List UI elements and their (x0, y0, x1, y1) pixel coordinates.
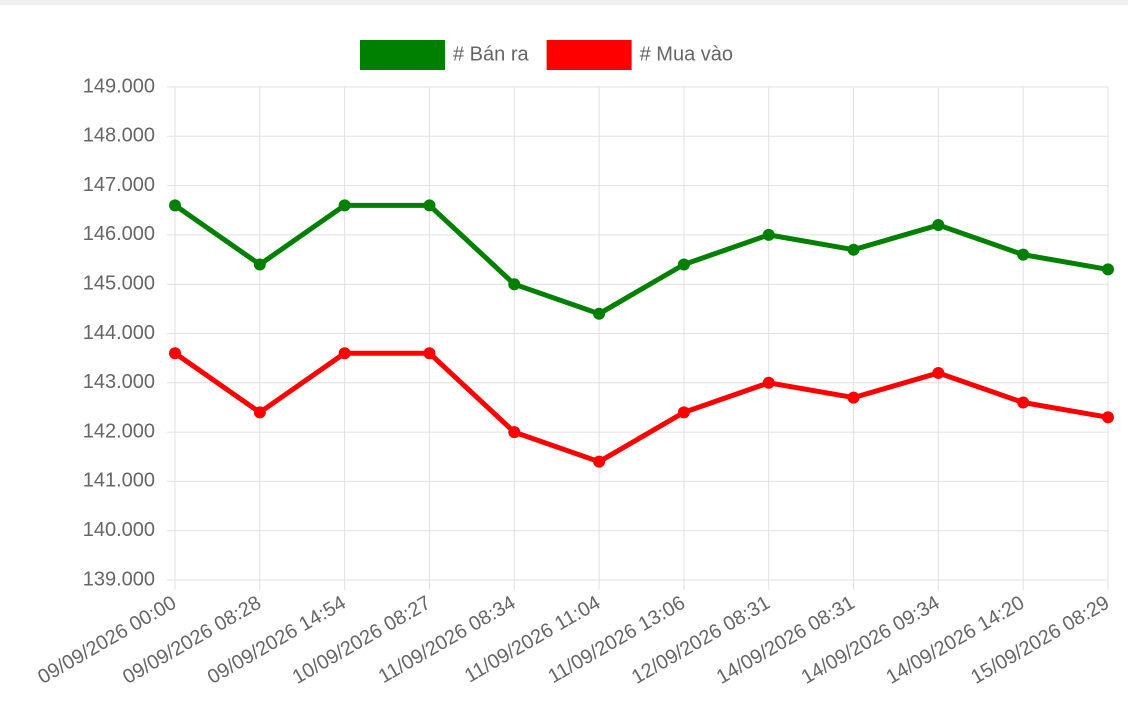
data-point (423, 347, 436, 360)
y-tick-label: 142.000 (83, 420, 155, 442)
data-point (338, 347, 351, 360)
y-tick-label: 146.000 (83, 223, 155, 245)
legend-swatch (360, 40, 445, 70)
y-tick-label: 148.000 (83, 125, 155, 147)
data-point (677, 406, 690, 419)
data-point (932, 366, 945, 379)
data-point (508, 426, 521, 439)
series-line (173, 202, 1109, 317)
data-point (169, 347, 181, 360)
legend-swatch (546, 40, 632, 70)
data-point (338, 199, 351, 212)
data-point (932, 219, 945, 232)
data-point (847, 243, 860, 256)
data-point (253, 258, 266, 271)
data-point (593, 307, 606, 320)
data-point (593, 455, 606, 468)
y-tick-label: 144.000 (83, 322, 155, 344)
legend-label: # Bán ra (453, 43, 529, 65)
x-tick-label: 11/09/2026 08:34 (375, 592, 520, 688)
y-tick-label: 149.000 (83, 75, 155, 97)
legend-label: # Mua vào (640, 43, 733, 65)
data-point (1017, 396, 1030, 409)
top-band (0, 0, 1128, 5)
data-point (762, 228, 775, 241)
x-tick-label: 12/09/2026 08:31 (628, 592, 774, 689)
data-point (677, 258, 690, 271)
y-tick-label: 141.000 (83, 470, 155, 492)
data-point (508, 278, 521, 291)
x-tick-label: 09/09/2026 14:54 (204, 592, 350, 689)
data-point (253, 406, 266, 419)
series-line (173, 350, 1109, 465)
data-point (1102, 411, 1114, 424)
x-tick-label: 14/09/2026 09:34 (798, 592, 944, 689)
data-point (423, 199, 436, 212)
x-tick-label: 09/09/2026 08:28 (119, 592, 265, 689)
data-point (847, 391, 860, 404)
x-tick-label: 11/09/2026 13:06 (544, 592, 689, 688)
y-tick-label: 147.000 (83, 174, 155, 196)
y-tick-label: 140.000 (83, 519, 155, 541)
x-tick-label: 14/09/2026 08:31 (713, 592, 859, 689)
y-tick-label: 143.000 (83, 371, 155, 393)
x-tick-label: 14/09/2026 14:20 (882, 592, 1028, 689)
y-tick-label: 145.000 (83, 272, 155, 294)
data-point (1017, 248, 1030, 261)
y-tick-label: 139.000 (83, 568, 155, 590)
x-tick-label: 10/09/2026 08:27 (289, 592, 435, 689)
data-point (169, 199, 181, 212)
x-tick-label: 09/09/2026 00:00 (34, 592, 180, 689)
x-tick-label: 15/09/2026 08:29 (967, 592, 1113, 689)
data-point (1102, 263, 1114, 276)
data-point (762, 376, 775, 389)
